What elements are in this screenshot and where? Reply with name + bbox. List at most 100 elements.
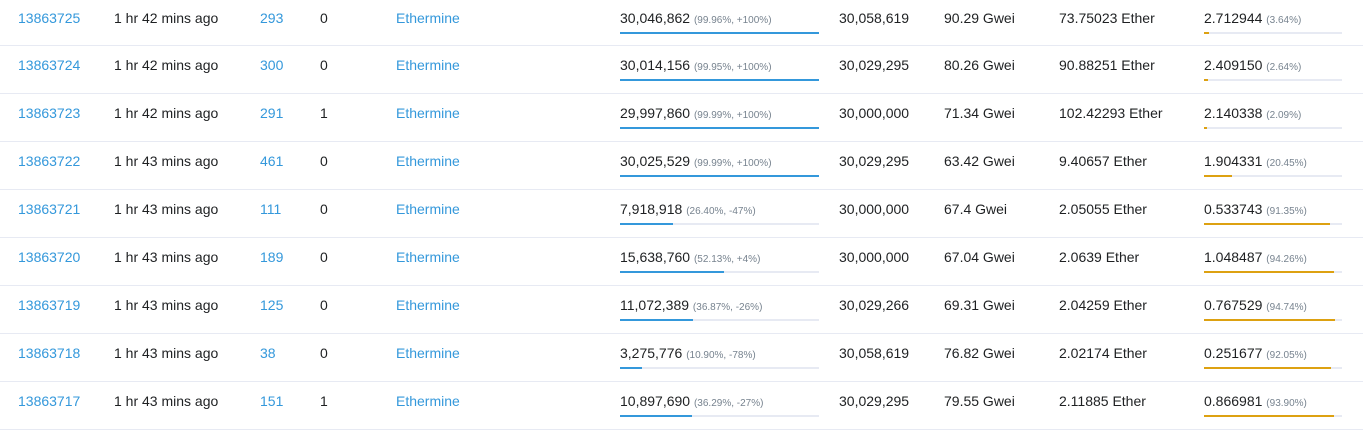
miner-link[interactable]: Ethermine: [396, 345, 460, 361]
txn-count-link[interactable]: 461: [260, 153, 284, 169]
gas-used-value: 30,046,862: [620, 10, 691, 26]
gas-limit: 30,029,295: [839, 393, 910, 409]
burnt-fees-detail: (94.74%): [1266, 302, 1307, 313]
gas-used: 3,275,776 (10.90%, -78%): [620, 344, 756, 365]
txn-count-link[interactable]: 189: [260, 249, 284, 265]
gas-used-cell: 15,638,760 (52.13%, +4%): [620, 238, 820, 285]
gas-used-detail: (26.40%, -47%): [686, 206, 756, 217]
gas-used-value: 30,014,156: [620, 57, 691, 73]
gas-used-detail: (99.95%, +100%): [693, 62, 772, 73]
block-number-link[interactable]: 13863717: [18, 393, 81, 409]
burnt-fees-detail: (94.26%): [1266, 254, 1307, 265]
table-row: 13863720 1 hr 43 mins ago 189 0 Ethermin…: [0, 238, 1363, 286]
gas-used-detail: (99.96%, +100%): [693, 15, 772, 26]
base-fee: 63.42 Gwei: [944, 153, 1015, 169]
burnt-fees-progress: [1204, 319, 1342, 321]
gas-used: 7,918,918 (26.40%, -47%): [620, 200, 756, 221]
block-age: 1 hr 42 mins ago: [114, 10, 219, 26]
miner-link[interactable]: Ethermine: [396, 249, 460, 265]
txn-count-link[interactable]: 111: [260, 201, 282, 217]
gas-limit: 30,000,000: [839, 201, 910, 217]
burnt-fees-progress: [1204, 175, 1342, 177]
gas-used-progress-fill: [620, 175, 819, 177]
gas-used-value: 7,918,918: [620, 201, 683, 217]
block-number-link[interactable]: 13863723: [18, 105, 81, 121]
block-number-link[interactable]: 13863725: [18, 10, 81, 26]
block-number-link[interactable]: 13863722: [18, 153, 81, 169]
txn-count-link[interactable]: 151: [260, 393, 284, 409]
uncles-count: 0: [320, 153, 328, 169]
gas-used: 30,046,862 (99.96%, +100%): [620, 9, 772, 30]
table-row: 13863718 1 hr 43 mins ago 38 0 Ethermine…: [0, 334, 1363, 382]
gas-used-cell: 3,275,776 (10.90%, -78%): [620, 334, 820, 381]
burnt-fees-progress: [1204, 223, 1342, 225]
gas-used-progress-fill: [620, 223, 673, 225]
gas-used-cell: 7,918,918 (26.40%, -47%): [620, 190, 820, 237]
gas-limit: 30,058,619: [839, 10, 910, 26]
block-number-link[interactable]: 13863721: [18, 201, 81, 217]
burnt-fees-value: 2.140338: [1204, 105, 1263, 121]
burnt-fees-detail: (92.05%): [1266, 350, 1307, 361]
burnt-fees-detail: (93.90%): [1266, 398, 1307, 409]
gas-used-detail: (36.29%, -27%): [693, 398, 764, 409]
gas-used-progress: [620, 175, 819, 177]
gas-used-progress: [620, 271, 819, 273]
gas-used: 29,997,860 (99.99%, +100%): [620, 104, 772, 125]
block-number-link[interactable]: 13863719: [18, 297, 81, 313]
burnt-fees-progress-fill: [1204, 367, 1332, 369]
gas-used-progress: [620, 79, 819, 81]
miner-link[interactable]: Ethermine: [396, 297, 460, 313]
gas-limit: 30,000,000: [839, 105, 910, 121]
burnt-fees-progress: [1204, 367, 1342, 369]
burnt-fees-progress: [1204, 32, 1342, 34]
gas-used-progress-fill: [620, 415, 693, 417]
txn-count-link[interactable]: 293: [260, 10, 284, 26]
miner-link[interactable]: Ethermine: [396, 153, 460, 169]
table-row: 13863722 1 hr 43 mins ago 461 0 Ethermin…: [0, 142, 1363, 190]
uncles-count: 1: [320, 393, 328, 409]
uncles-count: 0: [320, 57, 328, 73]
gas-used-detail: (99.99%, +100%): [693, 158, 772, 169]
gas-used-progress-fill: [620, 79, 819, 81]
gas-limit: 30,000,000: [839, 249, 910, 265]
uncles-count: 0: [320, 249, 328, 265]
miner-link[interactable]: Ethermine: [396, 57, 460, 73]
base-fee: 67.04 Gwei: [944, 249, 1015, 265]
gas-used-value: 3,275,776: [620, 345, 683, 361]
block-reward: 102.42293 Ether: [1059, 105, 1163, 121]
gas-limit: 30,029,295: [839, 57, 910, 73]
miner-link[interactable]: Ethermine: [396, 105, 460, 121]
burnt-fees-cell: 2.409150 (2.64%): [1204, 46, 1342, 93]
burnt-fees: 1.048487 (94.26%): [1204, 248, 1307, 269]
gas-used-detail: (99.99%, +100%): [693, 110, 772, 121]
gas-used-value: 15,638,760: [620, 249, 691, 265]
miner-link[interactable]: Ethermine: [396, 201, 460, 217]
base-fee: 90.29 Gwei: [944, 10, 1015, 26]
gas-limit: 30,029,295: [839, 153, 910, 169]
miner-link[interactable]: Ethermine: [396, 10, 460, 26]
txn-count-link[interactable]: 38: [260, 345, 276, 361]
burnt-fees-value: 0.533743: [1204, 201, 1263, 217]
uncles-count: 0: [320, 297, 328, 313]
burnt-fees-progress: [1204, 415, 1342, 417]
gas-used-progress-fill: [620, 319, 694, 321]
gas-limit: 30,029,266: [839, 297, 910, 313]
miner-link[interactable]: Ethermine: [396, 393, 460, 409]
txn-count-link[interactable]: 125: [260, 297, 284, 313]
burnt-fees: 0.533743 (91.35%): [1204, 200, 1307, 221]
txn-count-link[interactable]: 291: [260, 105, 284, 121]
txn-count-link[interactable]: 300: [260, 57, 284, 73]
base-fee: 80.26 Gwei: [944, 57, 1015, 73]
block-number-link[interactable]: 13863718: [18, 345, 81, 361]
burnt-fees-cell: 0.251677 (92.05%): [1204, 334, 1342, 381]
gas-used-detail: (52.13%, +4%): [693, 254, 761, 265]
block-reward: 2.0639 Ether: [1059, 249, 1140, 265]
block-number-link[interactable]: 13863720: [18, 249, 81, 265]
burnt-fees-cell: 1.048487 (94.26%): [1204, 238, 1342, 285]
burnt-fees: 0.866981 (93.90%): [1204, 392, 1307, 413]
gas-used-progress-fill: [620, 271, 724, 273]
burnt-fees-value: 2.409150: [1204, 57, 1263, 73]
block-number-link[interactable]: 13863724: [18, 57, 81, 73]
gas-used: 11,072,389 (36.87%, -26%): [620, 296, 762, 317]
